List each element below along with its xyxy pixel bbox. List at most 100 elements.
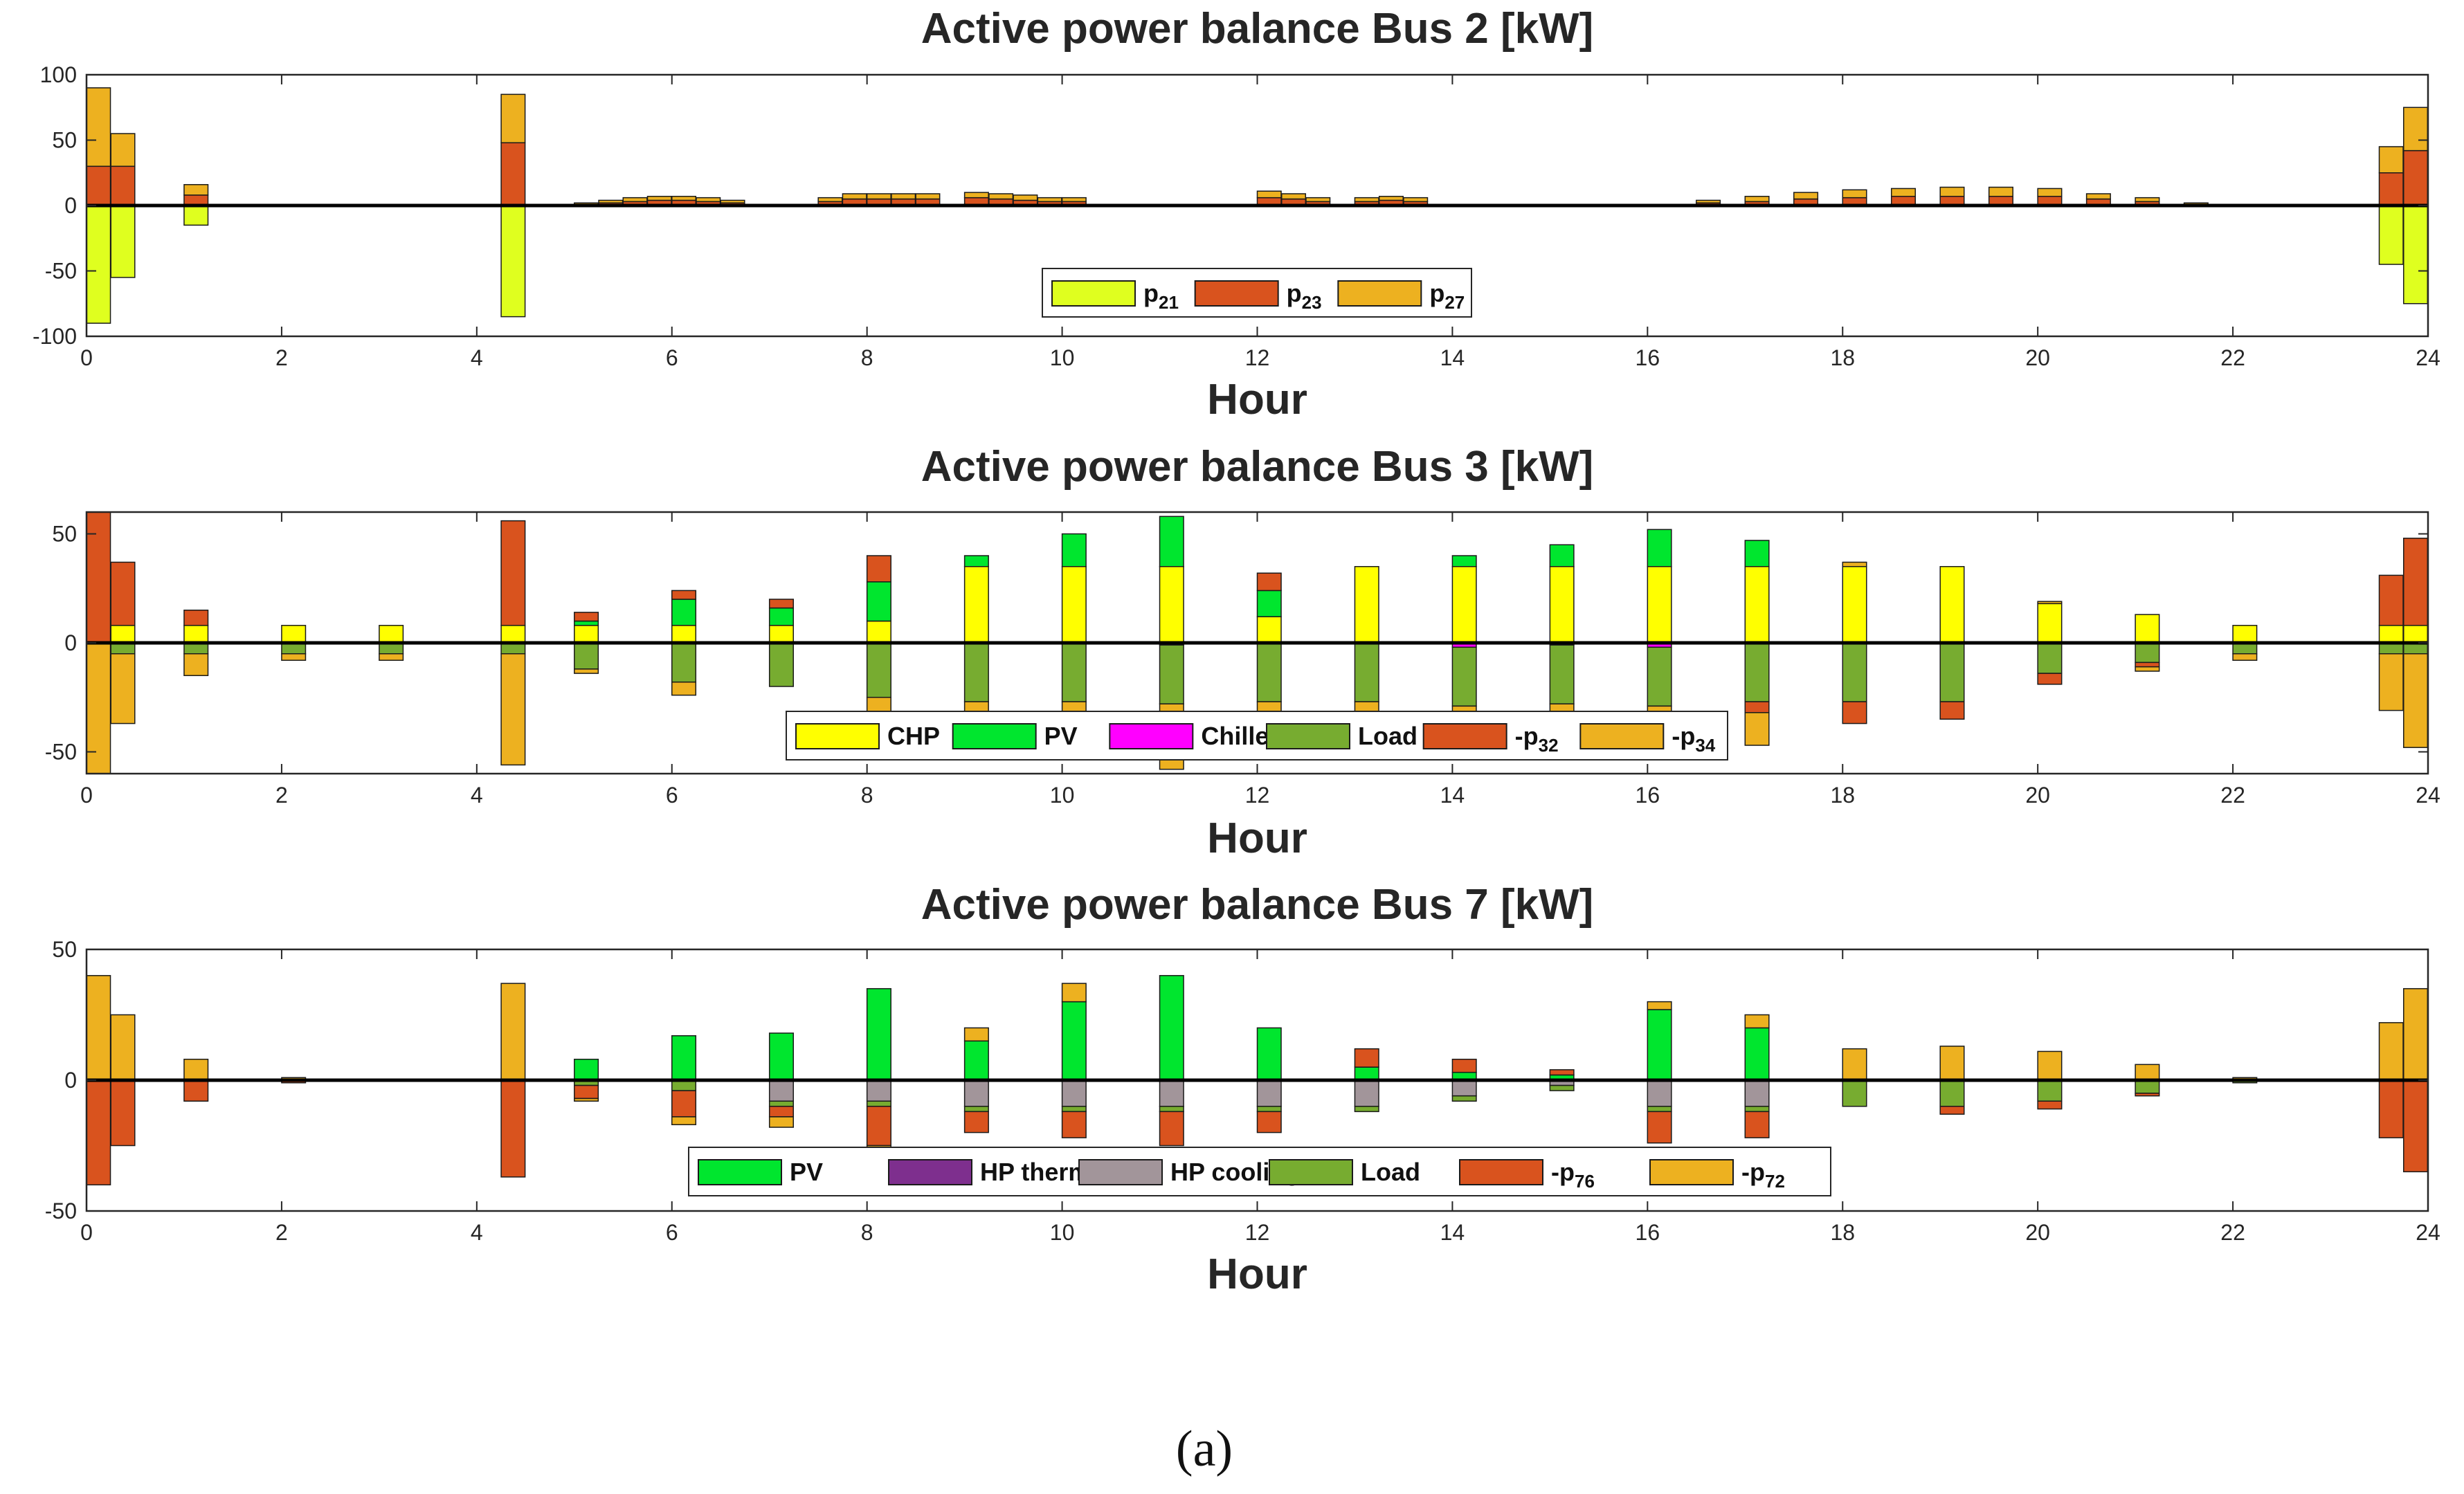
bar-m_p34-24 xyxy=(2378,653,2404,711)
bar-CHP-13 xyxy=(1256,616,1282,644)
bar-m_p72-1 xyxy=(110,1014,136,1081)
bar-CHP-12 xyxy=(1159,566,1184,644)
bar-Load-7 xyxy=(768,1100,794,1107)
legend-label: Chiller xyxy=(1201,722,1278,750)
bar-Load-14 xyxy=(1354,642,1379,702)
legend-item-PV: PV xyxy=(698,1158,823,1186)
bar-m_p32-18 xyxy=(1744,701,1770,713)
bar-m_p34-18 xyxy=(1744,712,1770,746)
bar-m_p76-17 xyxy=(1744,1111,1770,1138)
legend-swatch xyxy=(1269,1159,1353,1185)
bar-Load-15 xyxy=(1451,646,1477,707)
bar-p21-1 xyxy=(110,205,136,278)
x-tick-label: 18 xyxy=(1830,1220,1855,1245)
bar-CHP-4 xyxy=(379,625,404,644)
bar-Load-22 xyxy=(2135,642,2160,664)
bar-m_p32-20 xyxy=(1939,701,1965,720)
bar-p27-18 xyxy=(1013,194,1038,201)
bar-PV-6 xyxy=(574,620,599,626)
bar-CHP-1 xyxy=(110,625,136,644)
legend-item-m_p32: -p32 xyxy=(1422,722,1559,756)
legend-swatch xyxy=(1579,723,1665,749)
bar-PV-11 xyxy=(1159,975,1184,1081)
bar-m_p72-0 xyxy=(86,975,111,1081)
legend-label: Load xyxy=(1358,722,1417,750)
bar-m_p32-8 xyxy=(768,599,794,609)
bar-p27-16 xyxy=(963,192,989,199)
bar-Load-14 xyxy=(1451,1095,1477,1102)
bar-m_p76-12 xyxy=(1256,1111,1282,1133)
bar-m_p76-0 xyxy=(86,1079,111,1185)
bar-m_p76-2 xyxy=(183,1079,209,1102)
bar-Load-16 xyxy=(1647,1106,1672,1113)
bar-Load-20 xyxy=(1939,642,1965,702)
bar-p27-22 xyxy=(1280,193,1307,200)
bar-HP_cooling_el-9 xyxy=(963,1079,989,1107)
x-tick-label: 14 xyxy=(1440,783,1465,808)
bar-HP_cooling_el-16 xyxy=(1647,1079,1672,1107)
bar-m_p76-8 xyxy=(866,1106,891,1147)
bar-m_p34-25 xyxy=(2403,653,2429,748)
legend-swatch xyxy=(1051,280,1136,307)
legend-item-m_p72: -p72 xyxy=(1649,1158,1785,1192)
legend-swatch xyxy=(1337,280,1422,307)
x-axis-label: Hour xyxy=(1207,814,1307,862)
x-tick-label: 18 xyxy=(1830,783,1855,808)
bar-p27-36 xyxy=(2135,197,2160,203)
x-tick-label: 22 xyxy=(2220,783,2245,808)
bar-Load-12 xyxy=(1256,1106,1282,1113)
bar-p23-38 xyxy=(2378,172,2404,206)
bar-Load-19 xyxy=(1939,1079,1965,1107)
bar-m_p76-16 xyxy=(1647,1111,1672,1144)
y-tick-label: -100 xyxy=(33,324,77,349)
bar-p27-29 xyxy=(1793,192,1819,200)
bar-m_p72-4 xyxy=(500,983,526,1081)
bar-p27-8 xyxy=(671,196,697,201)
bar-m_p32-5 xyxy=(500,520,526,626)
bar-p27-12 xyxy=(842,193,867,200)
legend-item-p27: p27 xyxy=(1337,279,1465,313)
bar-m_p32-25 xyxy=(2403,538,2429,626)
legend-item-m_p34: -p34 xyxy=(1579,722,1716,756)
bar-m_p34-6 xyxy=(574,668,599,674)
bar-HP_cooling_el-12 xyxy=(1256,1079,1282,1107)
bar-CHP-16 xyxy=(1549,566,1575,644)
bar-p23-1 xyxy=(110,165,136,206)
bar-p27-11 xyxy=(817,197,843,203)
bar-HP_cooling_el-10 xyxy=(1061,1079,1087,1107)
x-tick-label: 24 xyxy=(2416,1220,2440,1245)
bar-p27-6 xyxy=(622,197,648,203)
x-tick-label: 0 xyxy=(80,1220,93,1245)
x-tick-label: 22 xyxy=(2220,1220,2245,1245)
x-tick-label: 4 xyxy=(471,345,483,370)
legend-swatch xyxy=(1266,723,1350,749)
bar-p27-35 xyxy=(2085,193,2111,200)
bar-p23-39 xyxy=(2403,149,2429,206)
legend-swatch xyxy=(888,1159,972,1185)
bar-p27-27 xyxy=(1696,199,1721,203)
legend-label: p23 xyxy=(1287,279,1322,313)
legend-label: -p32 xyxy=(1515,722,1559,756)
bar-PV-6 xyxy=(671,1035,697,1081)
x-axis-label: Hour xyxy=(1207,376,1307,423)
x-tick-label: 6 xyxy=(666,783,678,808)
legend-label: p21 xyxy=(1143,279,1179,313)
bar-m_p72-24 xyxy=(2403,987,2429,1081)
bar-m_p32-19 xyxy=(1842,701,1867,725)
bar-PV-9 xyxy=(963,1040,989,1081)
bar-p21-3 xyxy=(500,205,526,318)
bar-p27-1 xyxy=(110,133,136,167)
legend-item-m_p76: -p76 xyxy=(1459,1158,1595,1192)
bar-m_p34-5 xyxy=(500,653,526,766)
bar-CHP-8 xyxy=(768,625,794,644)
bar-CHP-19 xyxy=(1842,566,1867,644)
bar-Load-21 xyxy=(2135,1079,2160,1094)
x-tick-label: 8 xyxy=(861,1220,873,1245)
bar-m_p72-18 xyxy=(1842,1048,1867,1081)
bar-m_p76-1 xyxy=(110,1079,136,1147)
bar-Load-21 xyxy=(2037,642,2063,674)
bar-m_p76-19 xyxy=(1939,1106,1965,1115)
bar-p27-30 xyxy=(1842,189,1867,199)
bar-p27-34 xyxy=(2037,188,2063,197)
